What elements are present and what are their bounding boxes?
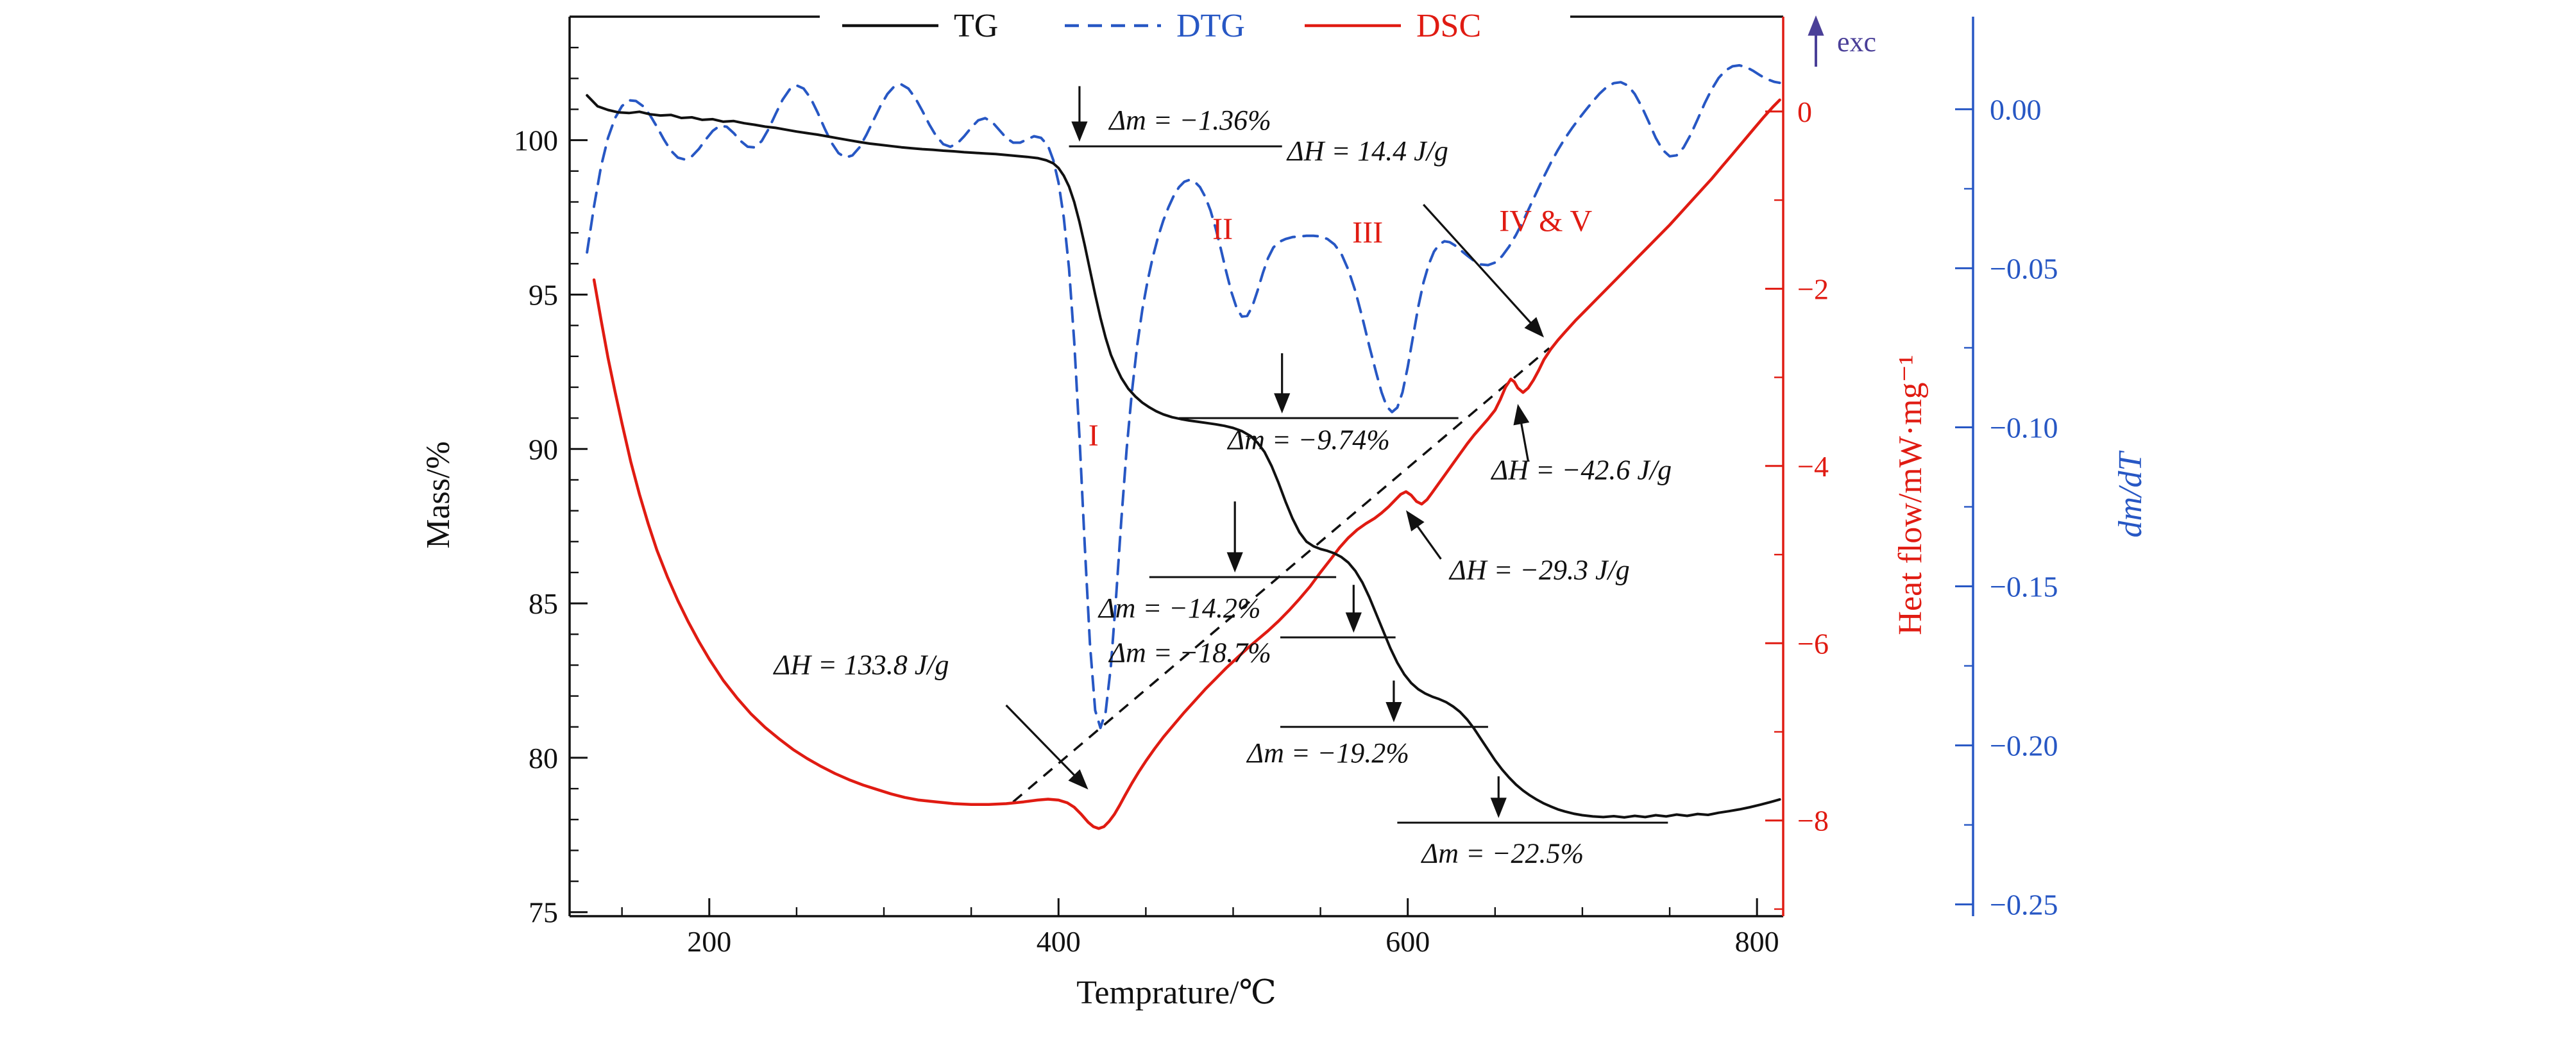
mass-tick-label: 95	[529, 278, 558, 311]
legend-label-dsc: DSC	[1416, 8, 1481, 44]
mass-step-label: Δm = −18.7%	[1108, 637, 1271, 669]
mass-tick-label: 100	[514, 124, 558, 157]
arrow-head	[1808, 15, 1824, 36]
mass-step-label: Δm = −22.5%	[1420, 838, 1584, 869]
arrow-head	[1385, 701, 1402, 723]
mass-step-annotation-0: Δm = −1.36%	[1069, 86, 1282, 147]
enthalpy-label: ΔH = −42.6 J/g	[1490, 455, 1672, 486]
mass-step-label: Δm = −9.74%	[1226, 424, 1390, 455]
arrow-head	[1524, 317, 1545, 338]
mass-tick-label: 90	[529, 433, 558, 465]
mass-tick-label: 85	[529, 587, 558, 620]
mass-axis: 75 80 85 90 95 100 Mass/%	[420, 46, 588, 929]
arrow-head	[1068, 769, 1089, 790]
mass-step-annotation-5: Δm = −22.5%	[1397, 776, 1668, 869]
mass-step-annotation-4: Δm = −19.2%	[1246, 680, 1488, 769]
x-tick-label: 400	[1037, 925, 1081, 958]
arrow-head	[1513, 404, 1530, 426]
mass-step-annotation-2: Δm = −14.2%	[1097, 501, 1337, 624]
enthalpy-annotation-3: ΔH = 133.8 J/g	[773, 649, 1089, 790]
x-tick-label: 800	[1735, 925, 1779, 958]
arrow-head	[1490, 798, 1507, 818]
legend-label-dtg: DTG	[1176, 8, 1245, 44]
enthalpy-label: ΔH = 133.8 J/g	[773, 649, 949, 681]
mass-tick-label: 75	[529, 896, 558, 929]
heat-tick-label: 0	[1797, 96, 1812, 128]
arrow-head	[1405, 510, 1425, 532]
dtg-axis-title: dm/dT	[2112, 450, 2149, 537]
mass-step-annotation-1: Δm = −9.74%	[1179, 353, 1459, 455]
dtg-tick-label: −0.10	[1990, 411, 2058, 444]
enthalpy-label: ΔH = 14.4 J/g	[1286, 135, 1448, 167]
mass-step-annotation-3: Δm = −18.7%	[1108, 585, 1396, 669]
mass-step-label: Δm = −14.2%	[1097, 592, 1261, 624]
stage-label: II	[1212, 212, 1233, 246]
stage-label: IV & V	[1499, 205, 1592, 239]
legend: TG DTG DSC	[820, 5, 1570, 47]
dsc-baseline	[1012, 347, 1550, 803]
arrow-head	[1345, 612, 1362, 633]
legend-background	[820, 5, 1570, 47]
arrow-head	[1274, 393, 1291, 414]
stage-label: I	[1089, 419, 1099, 453]
heat-axis: 0 −2 −4 −6 −8 Heat flow/mW·mg⁻¹	[1765, 96, 1929, 910]
heat-tick-label: −8	[1797, 805, 1829, 837]
heat-tick-label: −2	[1797, 272, 1829, 305]
mass-step-label: Δm = −19.2%	[1246, 737, 1409, 769]
dtg-tick-label: −0.15	[1990, 571, 2058, 603]
exc-label: exc	[1837, 26, 1876, 58]
dtg-tick-label: −0.25	[1990, 889, 2058, 921]
dtg-curve	[586, 63, 1781, 730]
heat-tick-label: −6	[1797, 627, 1829, 660]
enthalpy-annotation-0: ΔH = 14.4 J/g	[1286, 135, 1545, 338]
mass-step-label: Δm = −1.36%	[1108, 105, 1271, 136]
arrow-head	[1226, 552, 1243, 573]
dtg-tick-label: −0.20	[1990, 730, 2058, 762]
enthalpy-label: ΔH = −29.3 J/g	[1448, 555, 1630, 586]
x-tick-label: 200	[687, 925, 731, 958]
dtg-tick-label: −0.05	[1990, 252, 2058, 285]
enthalpy-annotation-2: ΔH = −29.3 J/g	[1405, 510, 1630, 586]
enthalpy-annotation-1: ΔH = −42.6 J/g	[1490, 404, 1672, 486]
x-tick-label: 600	[1385, 925, 1430, 958]
heat-axis-title: Heat flow/mW·mg⁻¹	[1892, 355, 1929, 635]
tg-curve	[586, 94, 1781, 819]
dsc-curve	[592, 98, 1781, 830]
legend-label-tg: TG	[954, 8, 998, 44]
x-axis-title: Temprature/℃	[1076, 975, 1276, 1011]
x-axis: 200 400 600 800 Temprature/℃	[621, 898, 1779, 1011]
dtg-tick-label: 0.00	[1990, 93, 2042, 126]
mass-tick-label: 80	[529, 742, 558, 774]
stage-labels: III III IV & V	[1089, 205, 1593, 453]
dtg-axis: 0.00 −0.05 −0.10 −0.15 −0.20 −0.25 dm/dT	[1955, 17, 2149, 921]
heat-tick-label: −4	[1797, 450, 1829, 483]
exo-direction: exc	[1808, 15, 1876, 67]
mass-axis-title: Mass/%	[420, 441, 457, 549]
stage-label: III	[1352, 215, 1383, 249]
arrow-head	[1071, 121, 1088, 142]
